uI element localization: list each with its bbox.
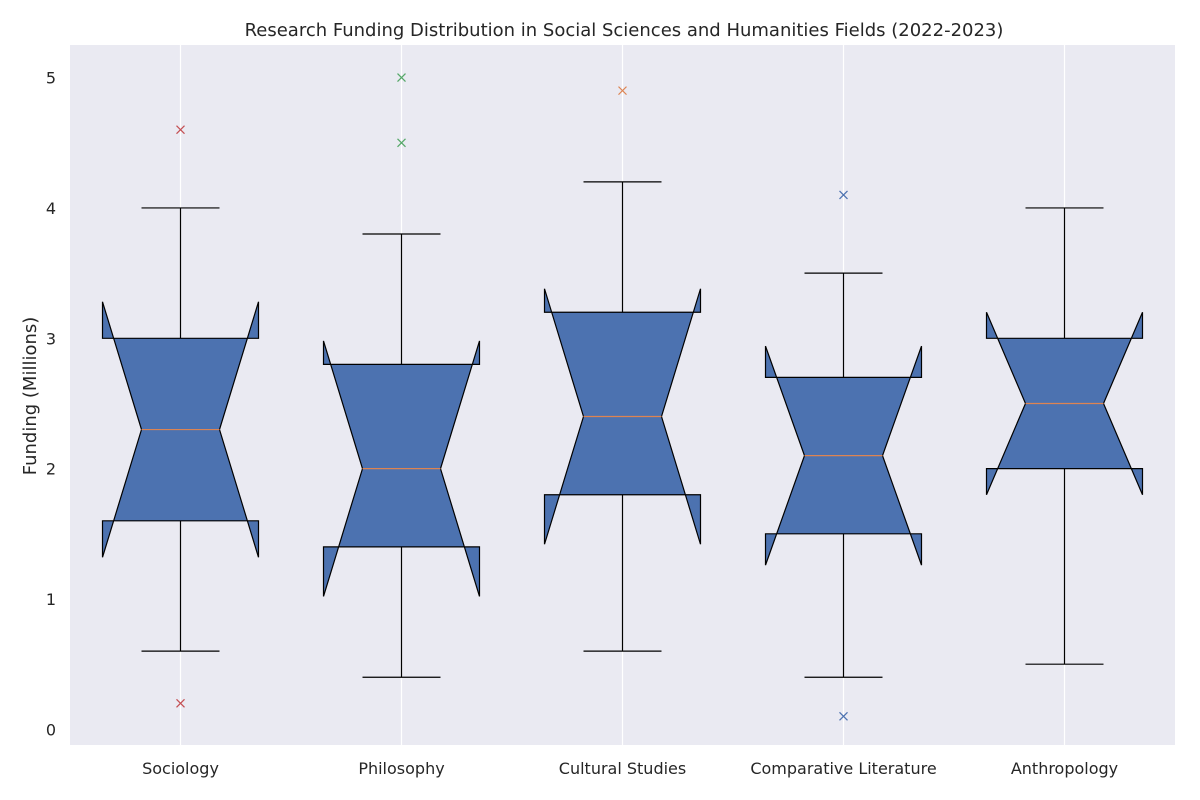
x-tick-label: Anthropology	[1011, 759, 1118, 778]
x-tick-label: Philosophy	[358, 759, 444, 778]
y-tick-label: 5	[46, 69, 56, 88]
box-group	[764, 190, 923, 721]
outlier-stroke	[839, 711, 848, 721]
outlier-marker	[839, 711, 848, 721]
outlier-stroke	[618, 86, 627, 96]
y-axis-ticks: 0 1 2 3 4 5	[46, 69, 56, 740]
box-group	[101, 125, 260, 708]
x-tick-label: Cultural Studies	[559, 759, 686, 778]
outlier-marker	[176, 698, 185, 708]
x-tick-label: Sociology	[142, 759, 219, 778]
outlier-marker	[176, 125, 185, 135]
outlier-marker	[618, 86, 627, 96]
y-tick-label: 1	[46, 590, 56, 609]
y-tick-label: 0	[46, 720, 56, 739]
x-tick-label: Comparative Literature	[750, 759, 936, 778]
outlier-marker	[397, 73, 406, 83]
outlier-stroke	[397, 138, 406, 148]
box-group	[543, 86, 702, 652]
box-group	[985, 207, 1144, 665]
outlier-marker	[839, 190, 848, 200]
box-group	[322, 73, 481, 678]
outlier-stroke	[176, 125, 185, 135]
y-tick-label: 2	[46, 460, 56, 479]
y-axis-label: Funding (Millions)	[20, 317, 41, 476]
boxes-layer	[101, 73, 1144, 721]
outlier-stroke	[397, 73, 406, 83]
x-axis-ticks: Sociology Philosophy Cultural Studies Compa…	[142, 759, 1118, 778]
y-tick-label: 4	[46, 199, 56, 218]
outlier-marker	[397, 138, 406, 148]
outlier-stroke	[839, 190, 848, 200]
y-tick-label: 3	[46, 329, 56, 348]
outlier-stroke	[176, 698, 185, 708]
chart-title: Research Funding Distribution in Social …	[245, 20, 1004, 41]
